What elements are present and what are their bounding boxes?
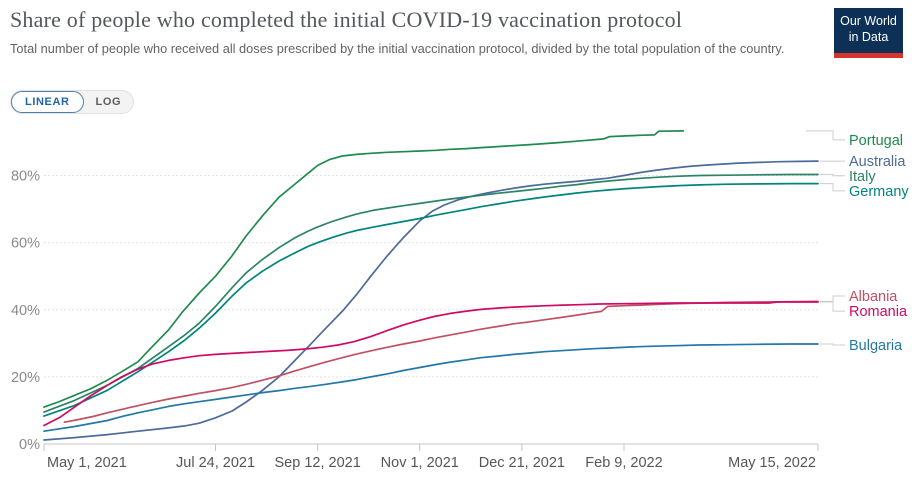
scale-toggle: LINEAR LOG <box>10 90 135 114</box>
x-axis-label-2: Sep 12, 2021 <box>275 455 361 471</box>
x-axis-label-6: May 15, 2022 <box>728 455 816 471</box>
series-line-bulgaria <box>43 343 819 433</box>
legend-label-albania[interactable]: Albania <box>849 289 898 305</box>
legend-label-germany[interactable]: Germany <box>849 184 909 200</box>
series-line-italy <box>43 173 819 413</box>
y-axis-label-60: 60% <box>11 236 40 252</box>
legend-connector-albania <box>820 295 845 302</box>
series-line-portugal <box>43 130 685 408</box>
x-axis-label-3: Nov 1, 2021 <box>381 455 459 471</box>
series-line-albania <box>63 300 819 424</box>
owid-logo-line2: in Data <box>848 30 889 45</box>
y-axis-label-0: 0% <box>19 437 40 453</box>
series-line-germany <box>43 182 819 417</box>
page-title: Share of people who completed the initia… <box>10 7 683 32</box>
y-axis-label-20: 20% <box>11 370 40 386</box>
log-scale-button[interactable]: LOG <box>84 91 134 113</box>
legend-label-portugal[interactable]: Portugal <box>849 133 903 149</box>
legend-label-bulgaria[interactable]: Bulgaria <box>849 338 903 354</box>
owid-logo-line1: Our World <box>840 14 897 28</box>
legend-connector-italy <box>820 174 845 177</box>
owid-logo[interactable]: Our World in Data <box>834 8 903 58</box>
legend-label-australia[interactable]: Australia <box>849 154 906 170</box>
series-line-australia <box>43 160 819 441</box>
legend-connector-portugal <box>806 130 845 141</box>
x-axis-label-1: Jul 24, 2021 <box>176 455 255 471</box>
chart-subtitle: Total number of people who received all … <box>10 41 785 56</box>
x-axis-label-5: Feb 9, 2022 <box>585 455 662 471</box>
y-axis-label-80: 80% <box>11 169 40 185</box>
x-axis-label-4: Dec 21, 2021 <box>479 455 565 471</box>
legend-connector-romania <box>820 301 845 312</box>
linear-scale-button[interactable]: LINEAR <box>11 91 84 113</box>
legend-label-romania[interactable]: Romania <box>849 304 908 320</box>
series-line-romania <box>43 301 819 427</box>
legend-label-italy[interactable]: Italy <box>849 169 876 185</box>
legend-connector-germany <box>820 183 845 192</box>
x-axis-label-0: May 1, 2021 <box>47 455 127 471</box>
y-axis-label-40: 40% <box>11 303 40 319</box>
line-chart: 0% 20% 40% 60% 80% May 1, 2021 Jul 24, 2021 Sep… <box>11 130 909 471</box>
legend-connector-bulgaria <box>820 343 845 346</box>
